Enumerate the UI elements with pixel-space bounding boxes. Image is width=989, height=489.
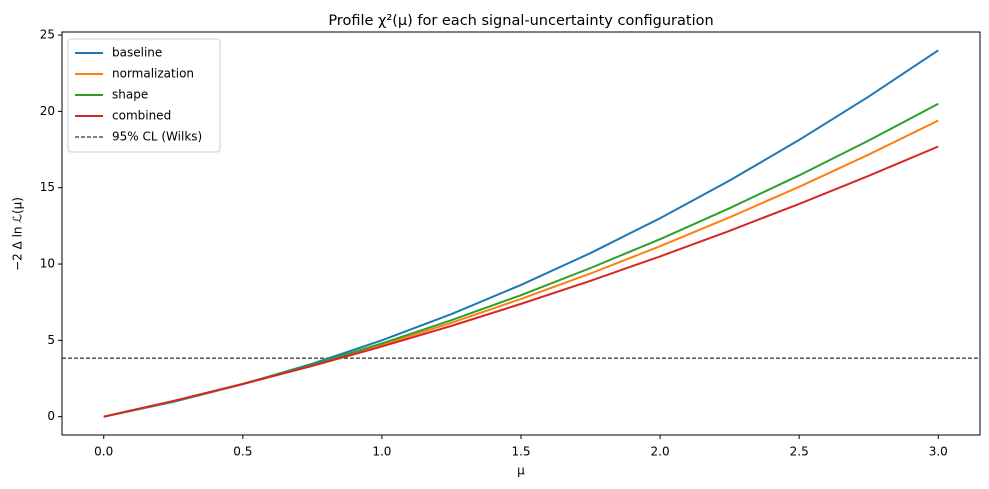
x-tick-label: 0.5 xyxy=(233,445,252,459)
legend-box xyxy=(67,38,221,153)
y-tick-label: 0 xyxy=(47,409,55,423)
y-tick-label: 25 xyxy=(40,28,55,42)
legend-label: combined xyxy=(112,109,171,123)
x-tick-label: 2.5 xyxy=(790,445,809,459)
x-tick-label: 1.5 xyxy=(511,445,530,459)
y-tick-label: 20 xyxy=(40,104,55,118)
x-tick-label: 0.0 xyxy=(94,445,113,459)
series-line xyxy=(103,102,939,418)
legend-label: 95% CL (Wilks) xyxy=(112,130,202,144)
legend-label: normalization xyxy=(112,67,194,81)
legend-label: baseline xyxy=(112,46,162,60)
plot-frame xyxy=(61,31,981,436)
chart-title: Profile χ²(μ) for each signal-uncertaint… xyxy=(328,13,713,29)
y-tick-label: 10 xyxy=(40,257,55,271)
x-tick-label: 1.0 xyxy=(372,445,391,459)
series-line xyxy=(103,145,939,418)
x-tick-label: 2.0 xyxy=(651,445,670,459)
y-tick-label: 15 xyxy=(40,180,55,194)
y-tick-label: 5 xyxy=(47,333,55,347)
legend-label: shape xyxy=(112,88,148,102)
x-axis-label: μ xyxy=(517,464,525,478)
series-line xyxy=(103,49,939,418)
series-line xyxy=(103,119,939,418)
x-tick-label: 3.0 xyxy=(929,445,948,459)
y-axis-label: −2 Δ ln ℒ(μ) xyxy=(11,197,25,271)
